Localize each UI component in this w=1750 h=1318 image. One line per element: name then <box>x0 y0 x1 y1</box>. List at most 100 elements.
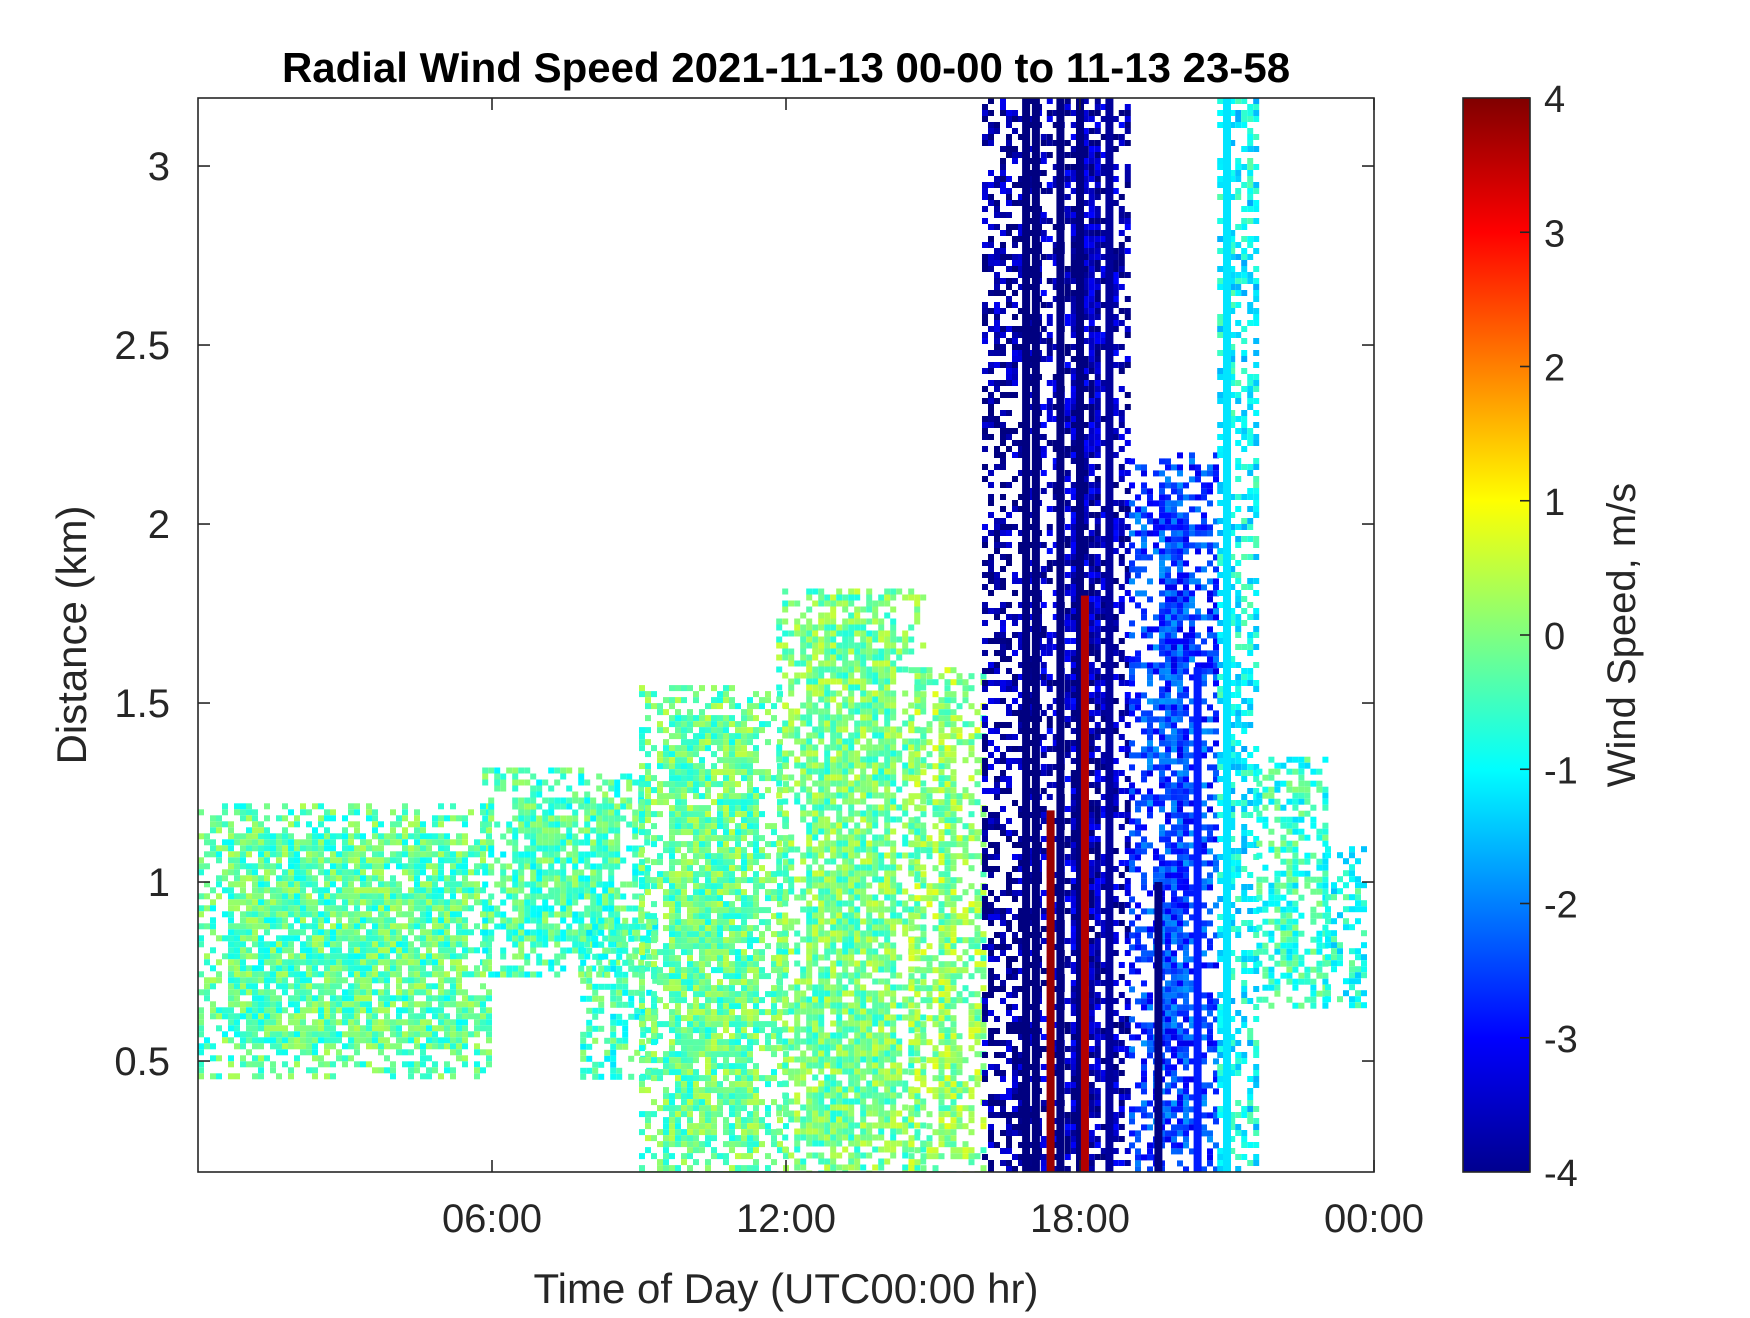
heatmap-cell <box>741 961 747 968</box>
heatmap-cell <box>639 781 645 788</box>
heatmap-cell <box>812 690 819 697</box>
heatmap-cell <box>812 810 819 817</box>
heatmap-cell <box>312 929 318 936</box>
heatmap-cell <box>878 702 885 709</box>
heatmap-cell <box>486 1007 492 1014</box>
heatmap-cell <box>681 793 687 800</box>
heatmap-cell <box>818 900 825 907</box>
heatmap-cell <box>372 809 378 816</box>
heatmap-cell <box>444 953 450 960</box>
heatmap-cell <box>788 1026 795 1033</box>
heatmap-cell <box>675 1081 681 1088</box>
heatmap-cell <box>806 936 813 943</box>
heatmap-cell <box>812 798 819 805</box>
heatmap-cell <box>663 1051 669 1058</box>
heatmap-cell <box>735 733 741 740</box>
heatmap-cell <box>234 905 240 912</box>
heatmap-cell <box>836 1056 843 1063</box>
heatmap-cell <box>198 1049 204 1056</box>
heatmap-cell <box>663 709 669 716</box>
heatmap-cell <box>512 965 519 972</box>
heatmap-cell <box>848 1110 855 1117</box>
heatmap-cell <box>824 690 831 697</box>
heatmap-cell <box>210 839 216 846</box>
heatmap-cell <box>717 925 723 932</box>
heatmap-cell <box>735 805 741 812</box>
heatmap-cell <box>842 1026 849 1033</box>
heatmap-cell <box>824 696 831 703</box>
heatmap-cell <box>462 953 468 960</box>
heatmap-cell <box>717 1087 723 1094</box>
heatmap-cell <box>645 739 651 746</box>
heatmap-cell <box>723 877 729 884</box>
heatmap-cell <box>836 1080 843 1087</box>
heatmap-cell <box>729 817 735 824</box>
heatmap-cell <box>860 1044 867 1051</box>
heatmap-cell <box>747 961 753 968</box>
heatmap-cell <box>450 1073 456 1080</box>
heatmap-cell <box>753 1111 759 1118</box>
heatmap-cell <box>639 1039 645 1046</box>
heatmap-cell <box>372 977 378 984</box>
heatmap-cell <box>456 1055 462 1062</box>
heatmap-cell <box>586 1007 593 1014</box>
heatmap-cell <box>687 811 693 818</box>
heatmap-cell <box>378 1031 384 1038</box>
heatmap-cell <box>669 979 675 986</box>
heatmap-cell <box>860 726 867 733</box>
heatmap-cell <box>602 935 609 942</box>
heatmap-cell <box>616 989 623 996</box>
heatmap-cell <box>294 911 300 918</box>
heatmap-cell <box>675 973 681 980</box>
heatmap-cell <box>729 1069 735 1076</box>
heatmap-cell <box>216 851 222 858</box>
heatmap-cell <box>414 881 420 888</box>
heatmap-cell <box>717 1099 723 1106</box>
heatmap-cell <box>741 823 747 830</box>
heatmap-cell <box>830 1128 837 1135</box>
heatmap-cell <box>765 919 771 926</box>
heatmap-cell <box>252 971 258 978</box>
heatmap-cell <box>782 1026 789 1033</box>
heatmap-cell <box>450 893 456 900</box>
heatmap-cell <box>753 1129 759 1136</box>
heatmap-cell <box>252 833 258 840</box>
heatmap-cell <box>651 1015 657 1022</box>
heatmap-cell <box>830 966 837 973</box>
heatmap-cell <box>222 845 228 852</box>
heatmap-cell <box>842 1110 849 1117</box>
heatmap-cell <box>854 1134 861 1141</box>
heatmap-cell <box>638 905 645 912</box>
heatmap-cell <box>608 869 615 876</box>
heatmap-cell <box>294 875 300 882</box>
heatmap-cell <box>632 893 639 900</box>
heatmap-cell <box>414 899 420 906</box>
heatmap-cell <box>330 815 336 822</box>
heatmap-cell <box>396 929 402 936</box>
heatmap-cell <box>848 696 855 703</box>
heatmap-cell <box>812 876 819 883</box>
heatmap-cell <box>836 1044 843 1051</box>
heatmap-cell <box>848 1080 855 1087</box>
heatmap-cell <box>818 618 825 625</box>
heatmap-cell <box>836 750 843 757</box>
heatmap-cell <box>830 882 837 889</box>
heatmap-cell <box>246 809 252 816</box>
heatmap-cell <box>366 953 372 960</box>
heatmap-cell <box>566 815 573 822</box>
heatmap-cell <box>645 1057 651 1064</box>
heatmap-cell <box>788 726 795 733</box>
heatmap-cell <box>878 930 885 937</box>
heatmap-cell <box>782 1020 789 1027</box>
heatmap-cell <box>312 995 318 1002</box>
heatmap-cell <box>651 967 657 974</box>
heatmap-cell <box>354 929 360 936</box>
heatmap-cell <box>753 961 759 968</box>
heatmap-cell <box>628 959 635 966</box>
heatmap-cell <box>848 960 855 967</box>
heatmap-cell <box>384 947 390 954</box>
heatmap-cell <box>342 989 348 996</box>
heatmap-cell <box>717 799 723 806</box>
heatmap-cell <box>438 935 444 942</box>
heatmap-cell <box>602 917 609 924</box>
